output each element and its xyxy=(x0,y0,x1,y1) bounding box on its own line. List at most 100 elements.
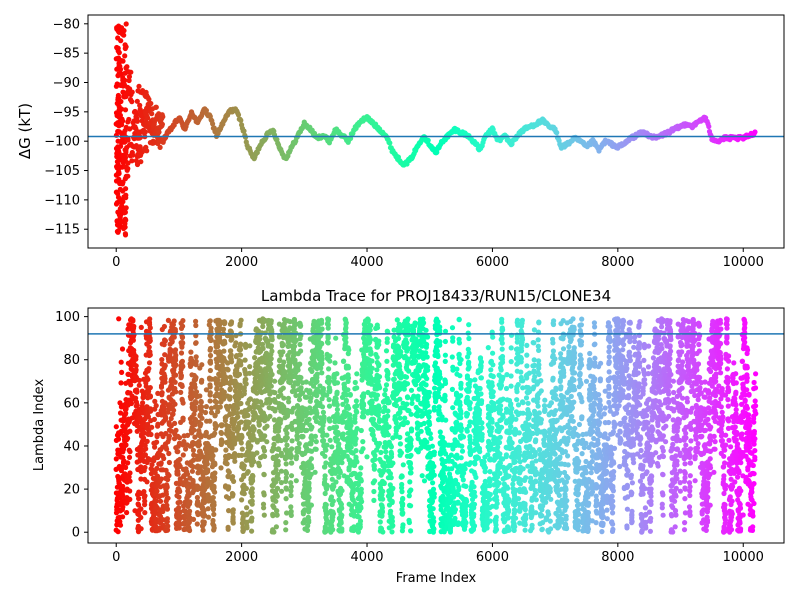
lambda-point xyxy=(268,318,274,324)
delta-g-x-tick-label: 4000 xyxy=(350,255,383,270)
lambda-point xyxy=(269,371,275,378)
delta-g-x-tick-label: 8000 xyxy=(601,255,634,270)
lambda-point xyxy=(237,323,243,329)
lambda-point xyxy=(330,498,336,504)
lambda-point xyxy=(319,370,325,376)
delta-g-point xyxy=(125,137,131,143)
lambda-point xyxy=(142,509,148,516)
lambda-point xyxy=(424,341,430,348)
lambda-point xyxy=(143,446,149,452)
lambda-point xyxy=(353,398,359,404)
lambda-point xyxy=(226,423,232,430)
lambda-point xyxy=(164,506,170,512)
delta-g-point xyxy=(119,181,126,187)
lambda-point xyxy=(408,470,414,476)
lambda-point xyxy=(334,380,341,386)
lambda-point xyxy=(283,520,289,526)
lambda-point xyxy=(368,349,374,355)
lambda-point xyxy=(127,428,133,434)
lambda-point xyxy=(306,416,312,422)
delta-g-point xyxy=(137,147,143,153)
delta-g-y-tick-label: −100 xyxy=(44,135,80,150)
lambda-point xyxy=(359,499,365,505)
lambda-point xyxy=(180,400,186,406)
delta-g-point xyxy=(118,208,124,214)
lambda-point xyxy=(183,477,189,483)
delta-g-point xyxy=(159,116,165,122)
lambda-point xyxy=(374,354,380,360)
lambda-point xyxy=(120,504,126,510)
lambda-point xyxy=(324,442,330,448)
lambda-point xyxy=(332,360,338,366)
lambda-point xyxy=(381,480,387,486)
lambda-point xyxy=(232,439,238,445)
delta-g-point xyxy=(122,53,128,59)
lambda-point xyxy=(334,402,340,408)
lambda-point xyxy=(241,491,247,497)
lambda-point xyxy=(313,439,319,445)
delta-g-point xyxy=(145,94,151,100)
lambda-point xyxy=(138,514,144,521)
delta-g-point xyxy=(130,120,136,126)
lambda-point xyxy=(288,504,294,510)
lambda-point xyxy=(215,344,221,350)
delta-g-point xyxy=(241,128,247,134)
lambda-point xyxy=(390,460,396,466)
lambda-point xyxy=(179,358,185,364)
lambda-point xyxy=(435,353,441,360)
lambda-point xyxy=(379,509,385,515)
lambda-point xyxy=(178,350,185,356)
lambda-point xyxy=(374,322,380,328)
lambda-point xyxy=(274,453,280,459)
delta-g-point xyxy=(137,152,144,158)
lambda-point xyxy=(286,326,292,332)
lambda-point xyxy=(423,327,429,333)
delta-g-point xyxy=(113,178,120,184)
delta-g-x-tick-label: 6000 xyxy=(476,255,509,270)
lambda-point xyxy=(281,395,287,401)
lambda-point xyxy=(288,492,294,499)
lambda-point xyxy=(202,409,209,416)
delta-g-point xyxy=(123,217,129,223)
lambda-point xyxy=(421,478,428,484)
lambda-point xyxy=(146,344,152,350)
lambda-point xyxy=(197,393,203,399)
lambda-point xyxy=(437,339,443,345)
lambda-point xyxy=(165,495,171,501)
lambda-point xyxy=(284,435,290,441)
delta-g-point xyxy=(123,149,129,155)
lambda-point xyxy=(267,413,273,419)
lambda-point xyxy=(175,449,181,455)
lambda-point xyxy=(193,354,199,360)
lambda-point xyxy=(172,329,178,335)
lambda-point xyxy=(385,432,391,438)
lambda-point xyxy=(177,499,183,505)
lambda-point xyxy=(208,325,214,331)
lambda-point xyxy=(217,404,223,410)
lambda-point xyxy=(136,382,142,388)
lambda-point xyxy=(162,363,168,369)
lambda-point xyxy=(326,366,332,372)
lambda-point xyxy=(390,485,396,491)
lambda-point xyxy=(147,325,153,331)
lambda-point xyxy=(389,499,395,506)
delta-g-point xyxy=(137,102,143,108)
lambda-point xyxy=(319,361,325,367)
lambda-point xyxy=(177,516,183,522)
lambda-point xyxy=(320,409,326,415)
lambda-point xyxy=(226,484,232,490)
lambda-point xyxy=(250,478,256,484)
lambda-point xyxy=(202,512,208,518)
lambda-point xyxy=(352,379,358,386)
delta-g-point xyxy=(135,160,141,166)
lambda-point xyxy=(407,460,413,466)
lambda-point xyxy=(402,415,408,421)
lambda-point xyxy=(353,454,359,460)
lambda-point xyxy=(183,446,189,452)
lambda-point xyxy=(435,319,441,325)
lambda-point xyxy=(177,456,183,462)
lambda-point xyxy=(408,411,414,417)
lambda-point xyxy=(340,431,346,437)
lambda-point xyxy=(193,374,199,381)
lambda-point xyxy=(204,461,210,467)
